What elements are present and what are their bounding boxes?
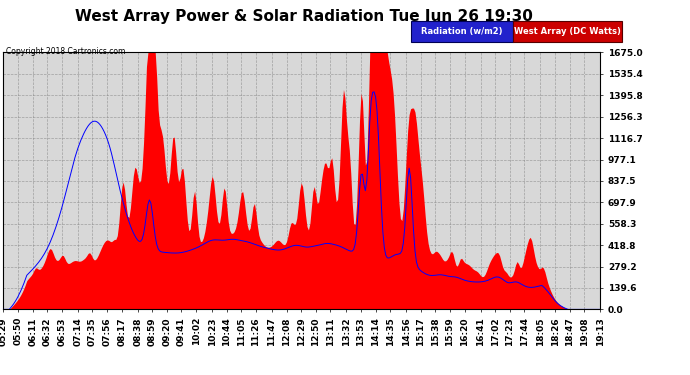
Text: Copyright 2018 Cartronics.com: Copyright 2018 Cartronics.com bbox=[6, 47, 125, 56]
Text: West Array (DC Watts): West Array (DC Watts) bbox=[514, 27, 620, 36]
Text: Radiation (w/m2): Radiation (w/m2) bbox=[421, 27, 502, 36]
Text: West Array Power & Solar Radiation Tue Jun 26 19:30: West Array Power & Solar Radiation Tue J… bbox=[75, 9, 533, 24]
